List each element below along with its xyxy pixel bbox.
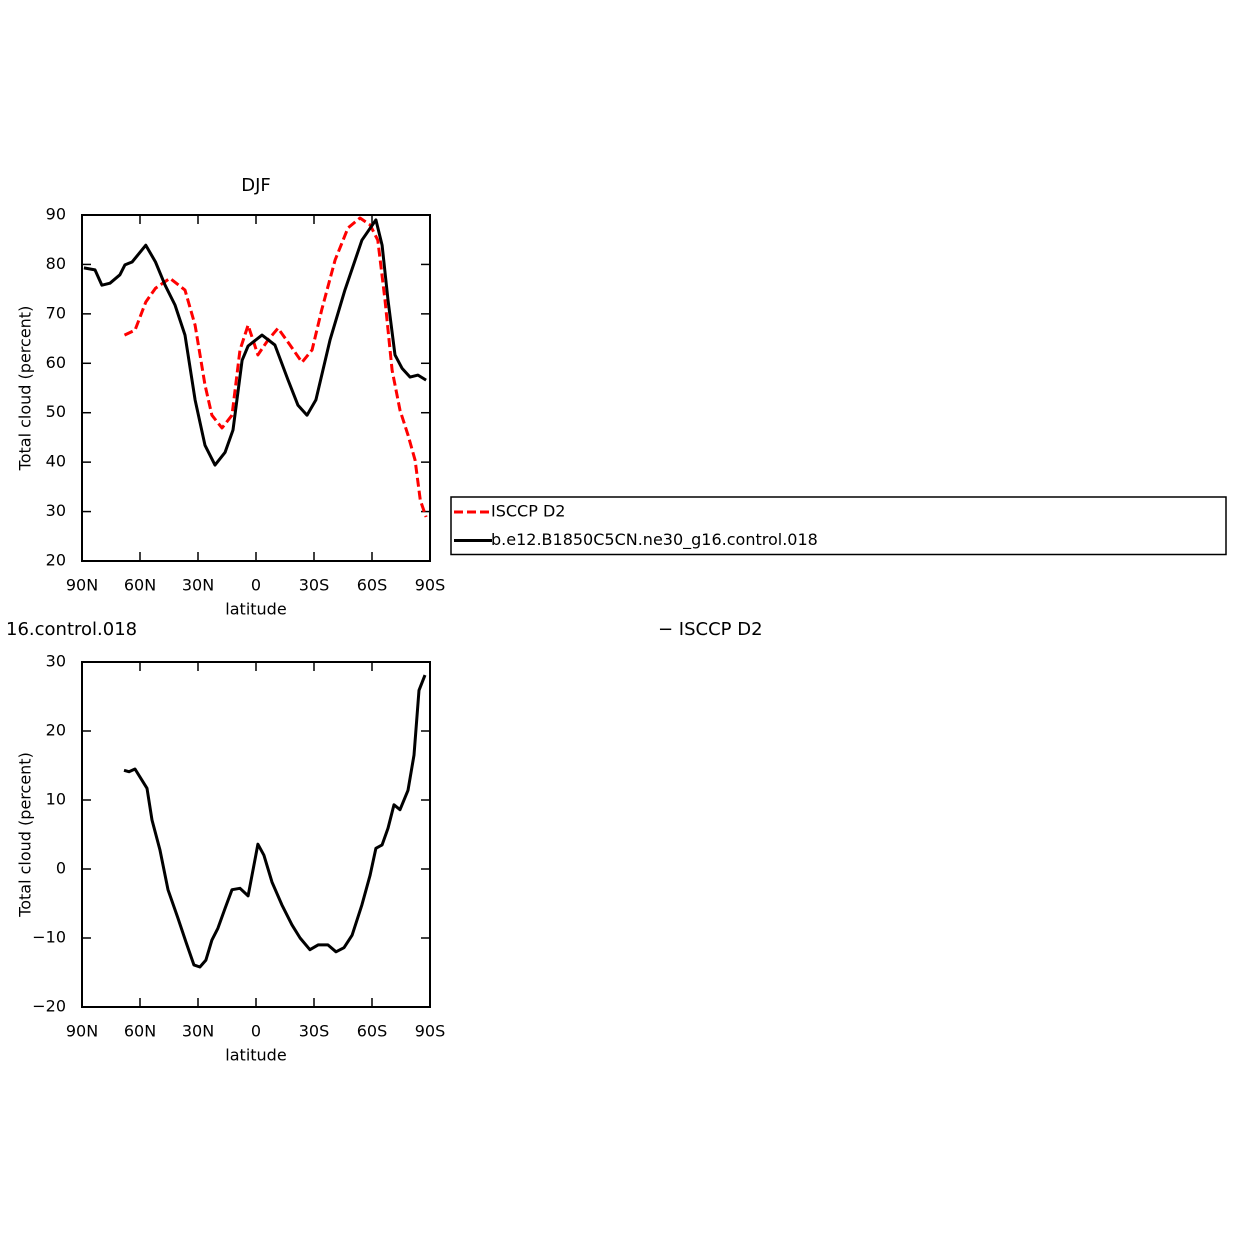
y-tick-label: 30 bbox=[46, 501, 66, 520]
y-axis-label: Total cloud (percent) bbox=[16, 306, 35, 472]
y-tick-label: 10 bbox=[46, 790, 66, 809]
x-tick-label: 30N bbox=[182, 576, 214, 595]
legend-box bbox=[450, 496, 1227, 556]
x-tick-label: 60S bbox=[357, 576, 388, 595]
y-tick-label: 30 bbox=[46, 652, 66, 671]
y-tick-label: 60 bbox=[46, 353, 66, 372]
x-tick-label: 60S bbox=[357, 1022, 388, 1041]
series-line bbox=[83, 218, 427, 467]
x-tick-label: 0 bbox=[251, 576, 261, 595]
plot-frame bbox=[81, 214, 431, 562]
x-axis-label: latitude bbox=[225, 1046, 286, 1065]
series-line bbox=[123, 674, 427, 969]
y-tick-label: 40 bbox=[46, 452, 66, 471]
x-tick-label: 90N bbox=[66, 1022, 98, 1041]
y-tick-label: 20 bbox=[46, 721, 66, 740]
y-axis-label: Total cloud (percent) bbox=[16, 752, 35, 918]
chart-title: − ISCCP D2 bbox=[658, 619, 763, 640]
x-tick-label: 0 bbox=[251, 1022, 261, 1041]
x-tick-label: 90N bbox=[66, 576, 98, 595]
y-tick-label: 70 bbox=[46, 303, 66, 322]
y-tick-label: −10 bbox=[32, 928, 66, 947]
plot-frame bbox=[81, 661, 431, 1008]
x-tick-label: 30N bbox=[182, 1022, 214, 1041]
y-tick-label: 0 bbox=[56, 859, 66, 878]
x-axis-label: latitude bbox=[225, 600, 286, 619]
y-tick-label: 80 bbox=[46, 254, 66, 273]
legend-label: ISCCP D2 bbox=[491, 502, 565, 521]
x-tick-label: 30S bbox=[299, 1022, 330, 1041]
y-tick-label: 20 bbox=[46, 551, 66, 570]
y-tick-label: −20 bbox=[32, 997, 66, 1016]
x-tick-label: 30S bbox=[299, 576, 330, 595]
x-tick-label: 90S bbox=[415, 576, 446, 595]
x-tick-label: 60N bbox=[124, 1022, 156, 1041]
y-tick-label: 90 bbox=[46, 205, 66, 224]
y-tick-label: 50 bbox=[46, 402, 66, 421]
chart-title: 16.control.018 bbox=[6, 619, 137, 640]
series-line bbox=[123, 216, 428, 518]
chart-title: DJF bbox=[241, 175, 271, 196]
legend-label: b.e12.B1850C5CN.ne30_g16.control.018 bbox=[491, 530, 818, 550]
x-tick-label: 60N bbox=[124, 576, 156, 595]
x-tick-label: 90S bbox=[415, 1022, 446, 1041]
